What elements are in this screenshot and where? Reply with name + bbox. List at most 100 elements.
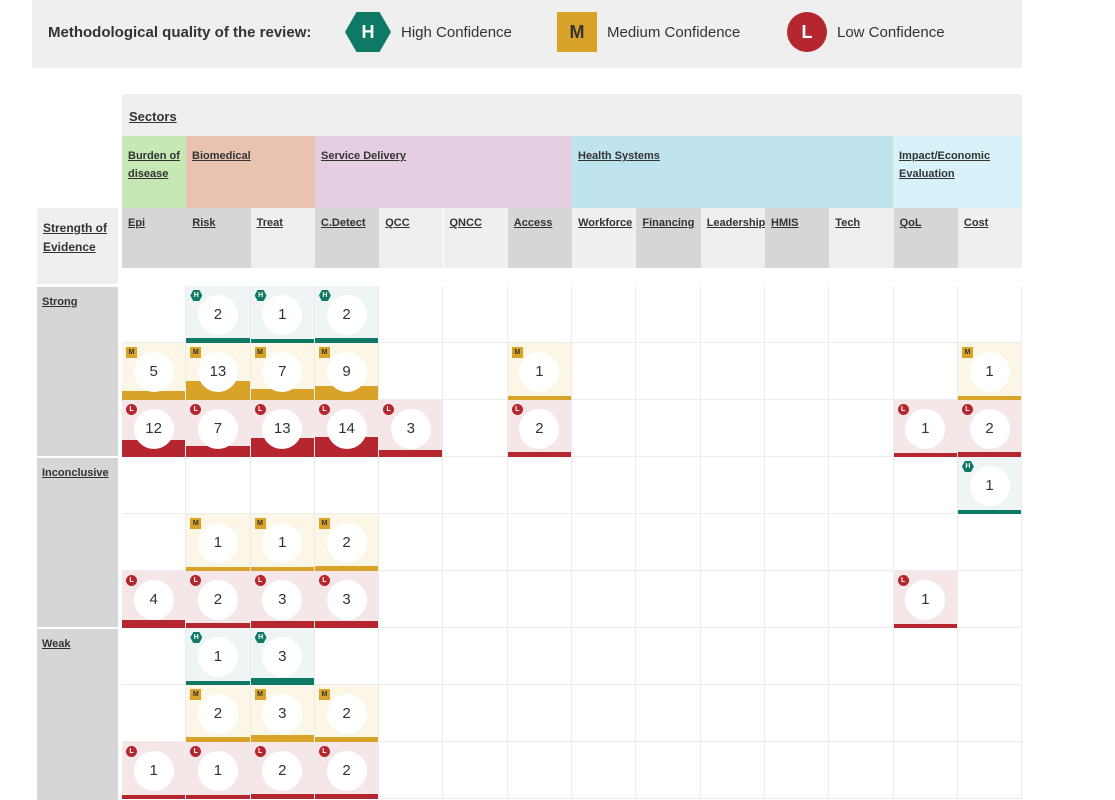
high-confidence-hexagon-icon: H: [345, 12, 391, 52]
quality-badge-icon: M: [961, 347, 973, 358]
matrix-cell: [636, 685, 701, 742]
matrix-cell: [957, 685, 1023, 742]
review-count: 5: [133, 351, 174, 392]
matrix-cell[interactable]: L 12: [122, 400, 187, 457]
column-header-qol[interactable]: QoL: [893, 208, 958, 268]
column-header-treat[interactable]: Treat: [250, 208, 315, 268]
matrix-cell: [829, 685, 894, 742]
column-header-tech[interactable]: Tech: [829, 208, 894, 268]
matrix-cell: [700, 628, 765, 685]
matrix-cell[interactable]: L 14: [314, 400, 380, 457]
matrix-cell: [443, 343, 508, 400]
matrix-cell: [379, 628, 444, 685]
matrix-cell: [700, 742, 765, 799]
column-header-c-detect[interactable]: C.Detect: [314, 208, 380, 268]
count-bar: [122, 794, 186, 799]
matrix-cell: [765, 514, 830, 571]
review-count: 2: [326, 750, 367, 791]
group-weak[interactable]: Weak: [37, 629, 118, 800]
column-header-financing[interactable]: Financing: [636, 208, 701, 268]
review-count: 7: [262, 351, 303, 392]
matrix-cell: [829, 457, 894, 514]
column-header-qcc[interactable]: QCC: [379, 208, 444, 268]
column-header-cost[interactable]: Cost: [957, 208, 1023, 268]
review-count: 4: [133, 579, 174, 620]
strength-of-evidence-label[interactable]: Strength of Evidence: [37, 208, 118, 284]
column-header-leadership[interactable]: Leadership: [700, 208, 765, 268]
count-bar: [314, 621, 379, 628]
quality-badge-icon: H: [190, 290, 203, 301]
group-strong[interactable]: Strong: [37, 287, 118, 456]
quality-legend: Methodological quality of the review: H …: [32, 0, 1022, 68]
review-count: 1: [969, 465, 1010, 506]
matrix-cell: [507, 286, 573, 343]
sector-impact-economic-evaluation[interactable]: Impact/Economic Evaluation: [893, 136, 1022, 208]
quality-badge-icon: M: [318, 518, 330, 529]
quality-badge-icon: L: [961, 404, 973, 415]
sector-burden-of-disease[interactable]: Burden of disease: [122, 136, 186, 208]
matrix-cell: [186, 457, 251, 514]
sectors-link[interactable]: Sectors: [129, 109, 177, 124]
matrix-cell[interactable]: L 13: [250, 400, 315, 457]
matrix-cell: [379, 286, 444, 343]
column-header-epi[interactable]: Epi: [122, 208, 187, 268]
quality-badge-icon: M: [254, 518, 266, 529]
low-confidence-circle-icon: L: [787, 12, 827, 52]
review-count: 3: [262, 579, 303, 620]
matrix-cell: [829, 286, 894, 343]
count-bar: [250, 678, 314, 685]
count-bar: [250, 388, 314, 400]
quality-badge-icon: L: [318, 404, 330, 415]
quality-badge-icon: M: [190, 689, 202, 700]
column-header-qncc[interactable]: QNCC: [443, 208, 508, 268]
matrix-cell: [572, 742, 637, 799]
column-header-hmis[interactable]: HMIS: [765, 208, 830, 268]
column-header-workforce[interactable]: Workforce: [572, 208, 637, 268]
sector-biomedical[interactable]: Biomedical: [186, 136, 315, 208]
quality-badge-icon: L: [383, 404, 395, 415]
matrix-cell: [507, 457, 573, 514]
matrix-cell[interactable]: M 13: [186, 343, 251, 400]
legend-item-low: L Low Confidence: [787, 12, 945, 52]
sector-service-delivery[interactable]: Service Delivery: [315, 136, 572, 208]
sector-health-systems[interactable]: Health Systems: [572, 136, 893, 208]
matrix-cell: [765, 343, 830, 400]
matrix-cell: [957, 571, 1023, 628]
review-count: 2: [197, 579, 238, 620]
column-header-risk[interactable]: Risk: [186, 208, 251, 268]
column-header-access[interactable]: Access: [507, 208, 573, 268]
matrix-cell: [765, 685, 830, 742]
group-inconclusive[interactable]: Inconclusive: [37, 458, 118, 627]
